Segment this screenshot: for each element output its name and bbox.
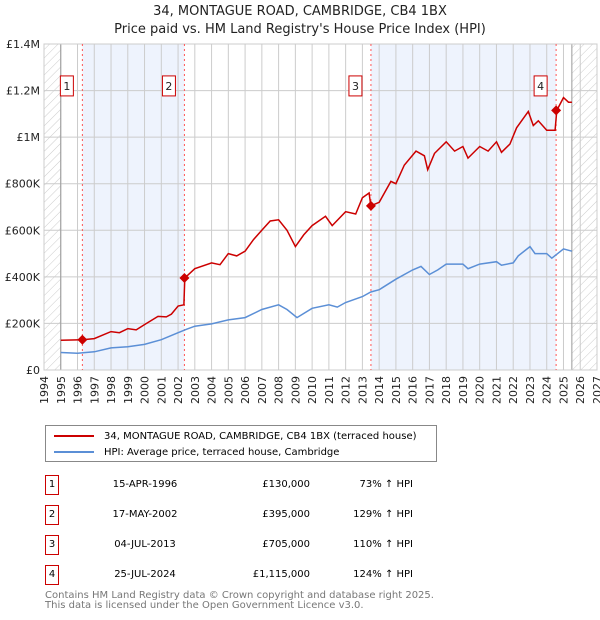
x-tick-label: 1998 <box>105 376 118 404</box>
series-line <box>60 96 572 341</box>
sale-price: £395,000 <box>262 509 310 520</box>
x-tick-label: 2025 <box>557 376 570 404</box>
footer-licence: This data is licensed under the Open Gov… <box>45 600 364 611</box>
x-tick-label: 2009 <box>289 376 302 404</box>
sale-price: £1,115,000 <box>252 569 310 580</box>
x-tick-label: 2012 <box>340 376 353 404</box>
x-tick-label: 2008 <box>273 376 286 404</box>
legend-swatch-red <box>54 435 94 437</box>
x-tick-label: 2020 <box>474 376 487 404</box>
legend-item-hpi: HPI: Average price, terraced house, Camb… <box>54 446 339 458</box>
x-tick-label: 2013 <box>356 376 369 404</box>
x-tick-label: 2017 <box>423 376 436 404</box>
plot-border <box>43 43 598 371</box>
x-tick-label: 1999 <box>122 376 135 404</box>
sale-row: 3 04-JUL-2013 £705,000 110% ↑ HPI <box>45 535 445 555</box>
sale-label: 3 <box>352 80 359 93</box>
y-tick-label: £800K <box>5 178 41 191</box>
sale-label-box <box>161 75 176 97</box>
x-tick-label: 2018 <box>440 376 453 404</box>
sale-number: 3 <box>45 535 59 555</box>
y-tick-label: £1M <box>17 131 41 144</box>
x-tick-label: 2004 <box>206 376 219 404</box>
sale-label-box <box>533 75 548 97</box>
x-tick-label: 1994 <box>38 376 51 404</box>
x-tick-label: 2010 <box>306 376 319 404</box>
x-tick-label: 2015 <box>390 376 403 404</box>
plot-area: 1994 1995 1996 1997 1998 1999 2000 2001 2002 2003… <box>5 38 600 404</box>
legend-swatch-blue <box>54 451 94 453</box>
x-tick-label: 2001 <box>155 376 168 404</box>
x-tick-label: 1997 <box>88 376 101 404</box>
chart-title: 34, MONTAGUE ROAD, CAMBRIDGE, CB4 1BX <box>153 4 447 19</box>
sale-hpi-change: 129% ↑ HPI <box>353 509 413 520</box>
x-tick-label: 2026 <box>574 376 587 404</box>
x-tick-label: 2005 <box>222 376 235 404</box>
sale-label-box <box>59 75 74 97</box>
sale-row: 1 15-APR-1996 £130,000 73% ↑ HPI <box>45 475 445 495</box>
sale-point <box>551 105 562 116</box>
hatched-range <box>44 44 61 370</box>
x-tick-label: 2003 <box>189 376 202 404</box>
hatched-range <box>571 44 597 370</box>
y-tick-label: £0 <box>26 364 40 377</box>
sale-number: 1 <box>45 475 59 495</box>
sale-point <box>365 200 376 211</box>
sale-row: 4 25-JUL-2024 £1,115,000 124% ↑ HPI <box>45 565 445 585</box>
sale-point <box>179 273 190 284</box>
sale-date: 04-JUL-2013 <box>114 539 176 550</box>
legend-label: HPI: Average price, terraced house, Camb… <box>104 446 340 458</box>
legend-label: 34, MONTAGUE ROAD, CAMBRIDGE, CB4 1BX (t… <box>104 430 417 442</box>
x-tick-label: 2011 <box>323 376 336 404</box>
footer-copyright: Contains HM Land Registry data © Crown c… <box>45 590 434 601</box>
sale-date: 15-APR-1996 <box>112 479 178 490</box>
x-tick-label: 2006 <box>239 376 252 404</box>
sale-label: 2 <box>165 80 172 93</box>
sale-hpi-change: 124% ↑ HPI <box>353 569 413 580</box>
x-tick-label: 2021 <box>490 376 503 404</box>
y-tick-label: £200K <box>5 317 41 330</box>
sale-label-box <box>348 75 363 97</box>
sale-date: 17-MAY-2002 <box>112 509 178 520</box>
legend-item-property: 34, MONTAGUE ROAD, CAMBRIDGE, CB4 1BX (t… <box>54 430 417 442</box>
series-line <box>60 245 573 354</box>
x-tick-label: 2022 <box>507 376 520 404</box>
sale-point <box>77 334 88 345</box>
sale-hpi-change: 110% ↑ HPI <box>353 539 413 550</box>
x-tick-label: 2002 <box>172 376 185 404</box>
sale-date: 25-JUL-2024 <box>114 569 176 580</box>
legend: 34, MONTAGUE ROAD, CAMBRIDGE, CB4 1BX (t… <box>45 425 437 462</box>
x-tick-label: 2024 <box>541 376 554 404</box>
x-tick-label: 2014 <box>373 376 386 404</box>
shaded-range <box>370 44 557 370</box>
x-tick-label: 2007 <box>256 376 269 404</box>
y-tick-label: £1.4M <box>6 38 40 51</box>
x-tick-label: 2027 <box>591 376 600 404</box>
sale-price: £705,000 <box>262 539 310 550</box>
x-tick-label: 2019 <box>457 376 470 404</box>
y-tick-label: £1.2M <box>6 85 40 98</box>
sale-row: 2 17-MAY-2002 £395,000 129% ↑ HPI <box>45 505 445 525</box>
x-tick-label: 2000 <box>139 376 152 404</box>
x-tick-label: 1995 <box>55 376 68 404</box>
sale-hpi-change: 73% ↑ HPI <box>359 479 413 490</box>
sale-label: 4 <box>537 80 544 93</box>
sale-price: £130,000 <box>262 479 310 490</box>
sale-label: 1 <box>63 80 70 93</box>
y-tick-label: £400K <box>5 271 41 284</box>
chart-subtitle: Price paid vs. HM Land Registry's House … <box>114 22 486 37</box>
x-tick-label: 2016 <box>407 376 420 404</box>
x-tick-label: 1996 <box>72 376 85 404</box>
x-tick-label: 2023 <box>524 376 537 404</box>
sale-number: 4 <box>45 565 59 585</box>
sale-number: 2 <box>45 505 59 525</box>
y-tick-label: £600K <box>5 224 41 237</box>
